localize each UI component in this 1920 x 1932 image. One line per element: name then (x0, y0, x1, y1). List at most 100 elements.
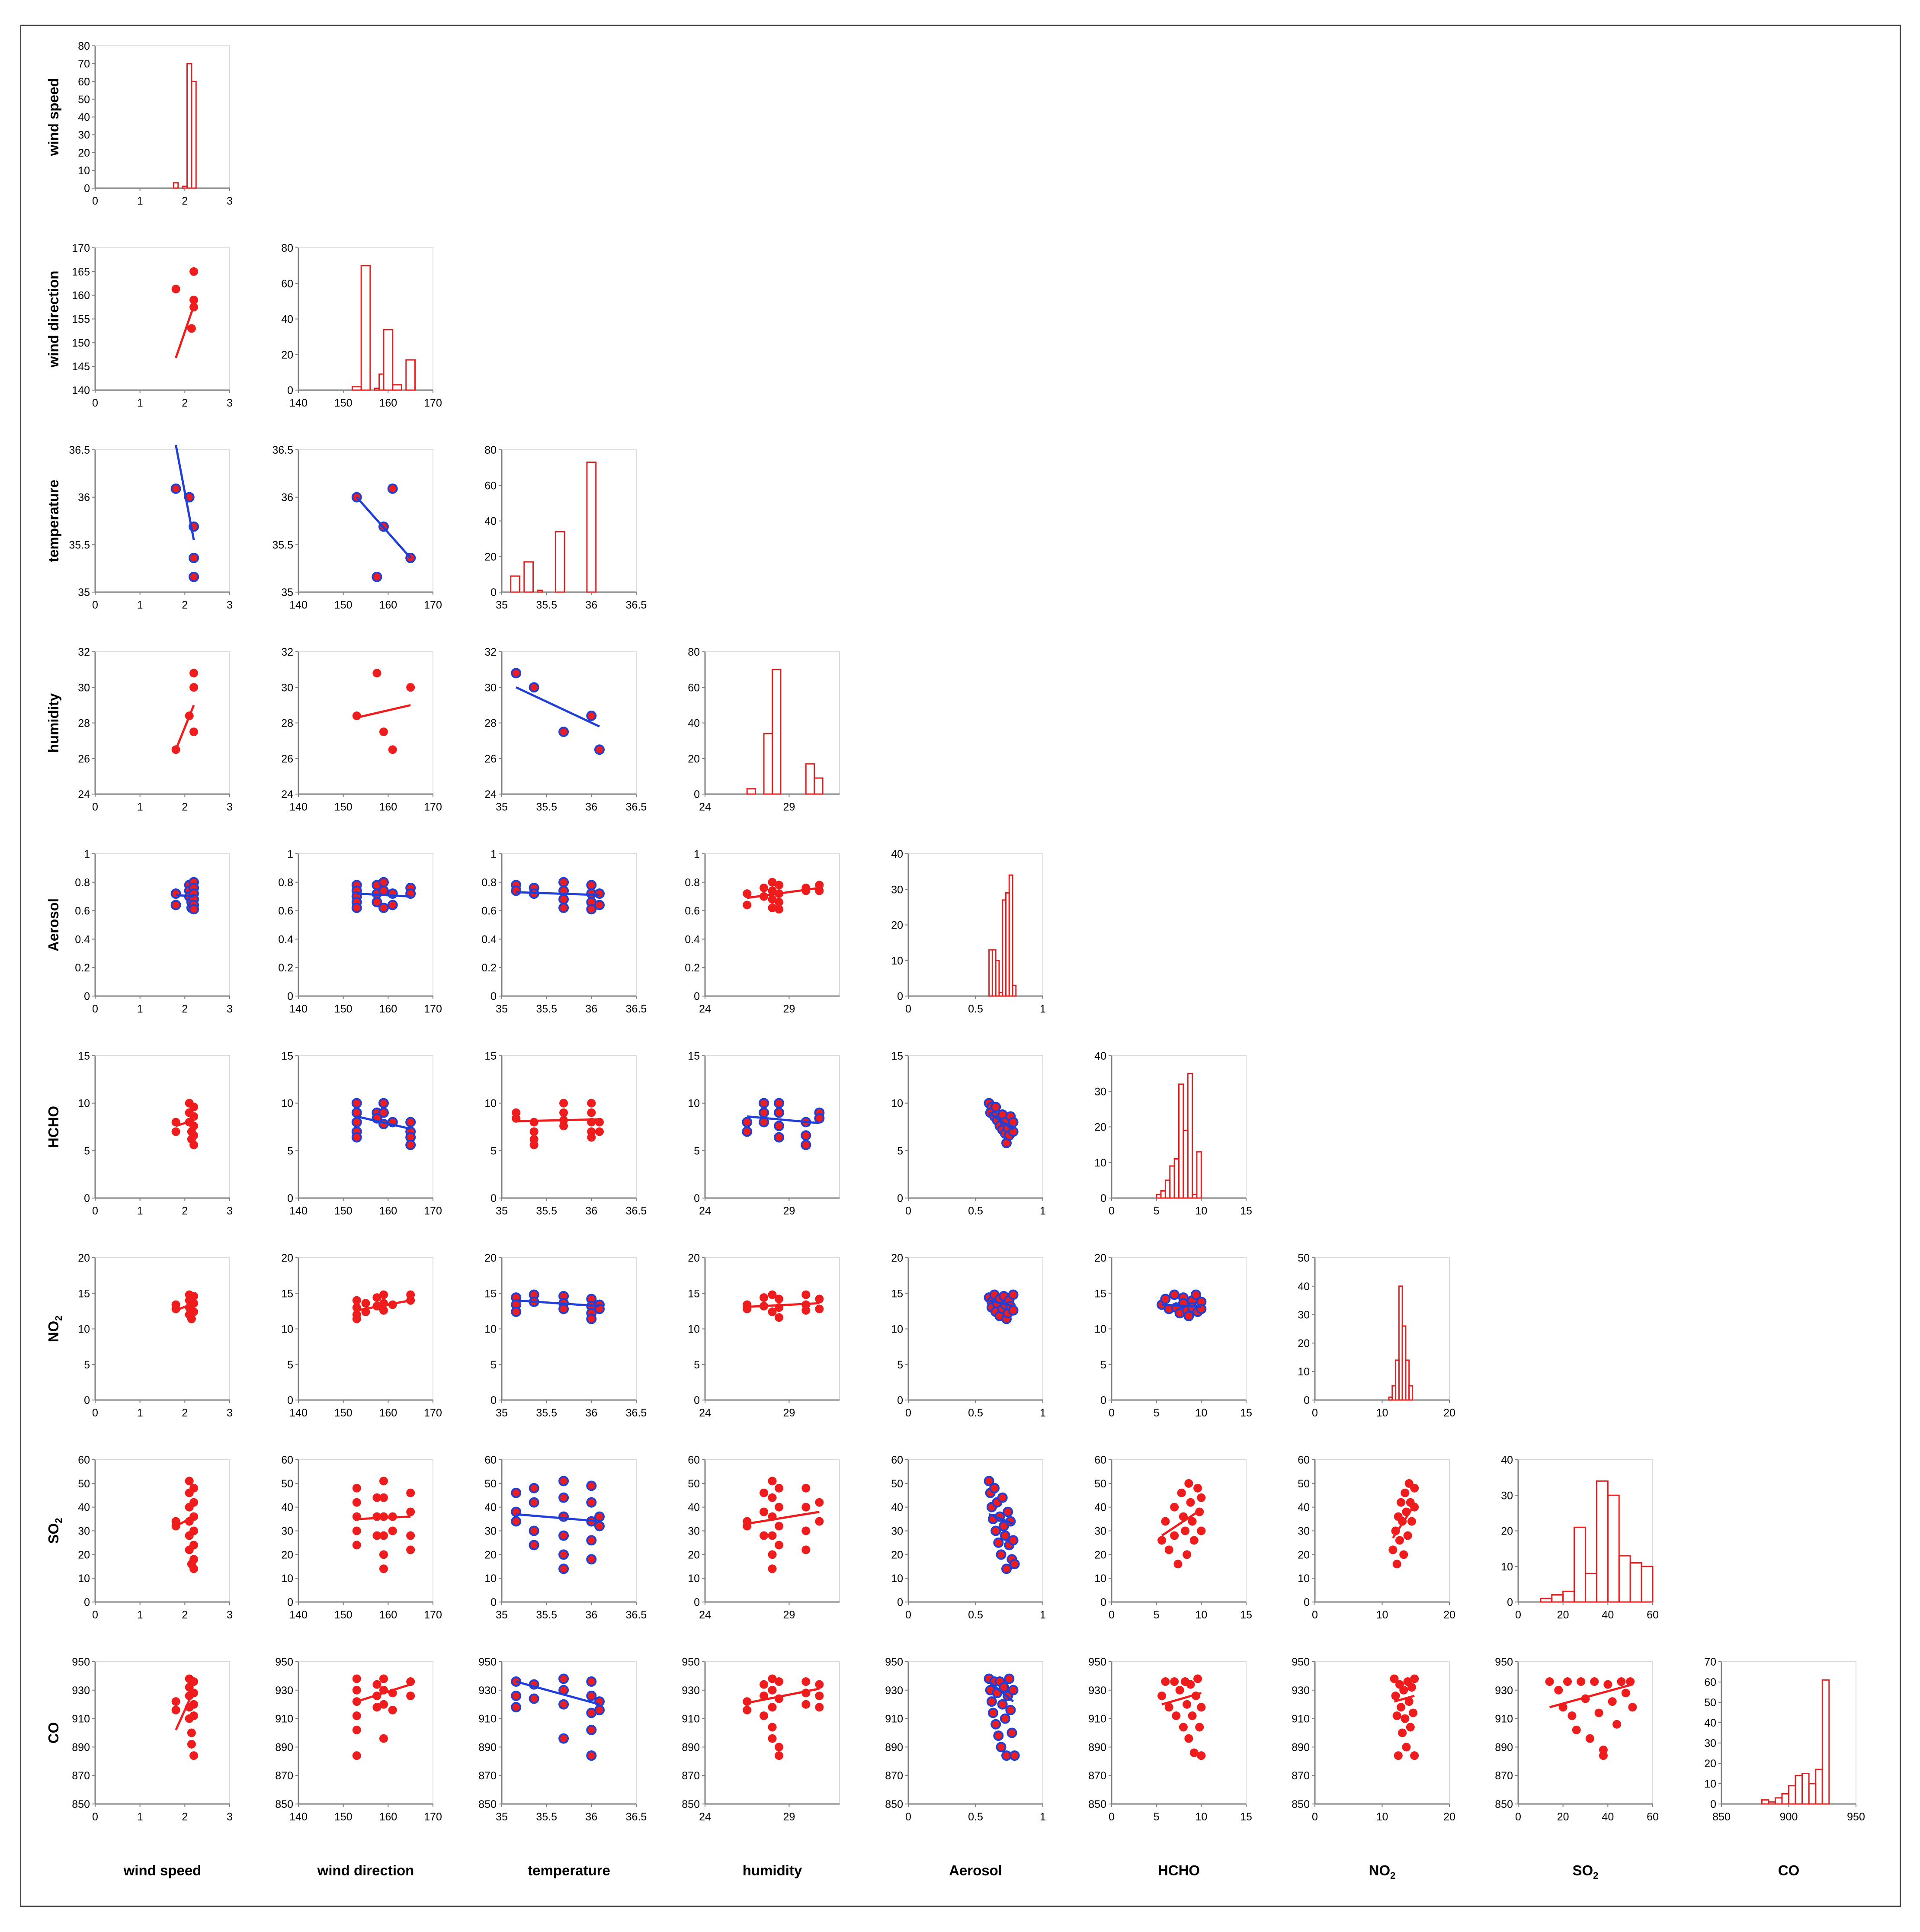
x-tick-label: 36.5 (626, 1205, 647, 1217)
data-point (529, 1540, 539, 1551)
data-point (774, 1107, 785, 1118)
data-point (1404, 1697, 1414, 1706)
trend-line (516, 686, 600, 727)
y-tick-label: 0 (1507, 1596, 1513, 1608)
data-point (406, 683, 415, 692)
data-point (743, 900, 752, 910)
y-tick-label: 40 (688, 1502, 700, 1514)
y-tick-label: 40 (78, 1502, 90, 1514)
trend-line (516, 891, 600, 896)
y-tick-label: 950 (72, 1656, 90, 1668)
data-point (1184, 1479, 1193, 1488)
x-tick-label: 0 (1515, 1811, 1521, 1823)
histogram-aerosol: 0 10 20 30 40 0 0.5 1 (891, 848, 1046, 1015)
data-point (1590, 1677, 1599, 1686)
data-point (379, 1306, 388, 1315)
y-tick-label: 10 (1298, 1366, 1310, 1378)
x-tick-label: 24 (699, 1609, 711, 1621)
scatter-aerosol-vs-wind-direction: 0 0.2 0.4 0.6 0.8 1 140 150 160 170 (278, 848, 442, 1015)
x-tick-label: 1 (137, 397, 143, 409)
data-point (189, 1121, 199, 1131)
y-tick-label: 15 (281, 1288, 293, 1300)
data-point (586, 1724, 597, 1735)
row-label-text: Aerosol (45, 898, 61, 952)
data-point (768, 1493, 777, 1502)
data-point (990, 1102, 1001, 1112)
data-point (768, 895, 777, 904)
histogram-bar (1815, 1769, 1823, 1805)
data-point (1409, 1708, 1418, 1717)
y-tick-label: 950 (478, 1656, 497, 1668)
x-tick-label: 36.5 (626, 1003, 647, 1015)
data-point (1392, 1560, 1401, 1569)
data-point (361, 1299, 370, 1308)
x-tick-label: 0.5 (968, 1205, 983, 1217)
histogram-bar (1788, 1785, 1796, 1805)
histogram-bar (1607, 1494, 1620, 1603)
y-tick-label: 850 (885, 1798, 903, 1810)
column-label-text: HCHO (1158, 1862, 1200, 1878)
trend-line (988, 1513, 1014, 1525)
scatter-co-vs-aerosol: 850 870 890 910 930 950 0 0.5 1 (885, 1656, 1046, 1823)
x-tick-label: 1 (137, 599, 143, 611)
plot-area (908, 853, 1043, 996)
column-label-wind-speed: wind speed (123, 1862, 202, 1878)
data-point (775, 897, 784, 907)
histogram-bar (1183, 1130, 1189, 1199)
data-point (768, 1564, 777, 1573)
x-tick-label: 29 (783, 1811, 795, 1823)
y-tick-label: 0 (287, 1596, 293, 1608)
y-tick-label: 20 (1094, 1121, 1106, 1134)
x-tick-label: 24 (699, 1003, 711, 1015)
data-point (815, 1703, 824, 1712)
data-point (743, 889, 752, 898)
data-point (775, 1503, 784, 1512)
x-tick-label: 10 (1376, 1407, 1388, 1419)
data-point (1008, 1305, 1019, 1316)
trend-line (175, 1119, 194, 1127)
scatter-no2-vs-wind-speed: 0 5 10 15 20 0 1 2 3 (78, 1252, 233, 1419)
y-tick-label: 5 (897, 1145, 903, 1157)
y-tick-label: 0 (1100, 1596, 1106, 1608)
data-point (189, 1307, 199, 1317)
y-tick-label: 930 (1495, 1685, 1513, 1697)
data-point (1621, 1688, 1630, 1698)
plot-area (298, 651, 433, 795)
y-tick-label: 0.8 (278, 877, 293, 889)
trend-line (176, 894, 194, 898)
data-point (189, 1526, 199, 1535)
data-point (984, 1476, 994, 1487)
data-point (406, 1691, 415, 1700)
x-tick-label: 1 (137, 1205, 143, 1217)
data-point (378, 1107, 389, 1118)
data-point (1004, 1673, 1015, 1684)
data-point (775, 1483, 784, 1493)
trend-line (356, 1683, 411, 1703)
data-point (1173, 1560, 1183, 1569)
histogram-bar (186, 63, 192, 189)
scatter-aerosol-vs-humidity: 0 0.2 0.4 0.6 0.8 1 24 29 (685, 848, 840, 1015)
x-tick-label: 35 (496, 1407, 508, 1419)
scatter-so2-vs-wind-speed: 0 10 20 30 40 50 60 0 1 2 3 (78, 1454, 233, 1621)
data-point (511, 885, 522, 896)
y-tick-label: 40 (1298, 1502, 1310, 1514)
data-point (1391, 1691, 1400, 1700)
y-tick-label: 870 (682, 1770, 700, 1782)
data-point (594, 1521, 605, 1532)
data-point (189, 553, 199, 564)
data-point (187, 1728, 196, 1737)
data-point (1005, 1705, 1016, 1715)
scatter-temperature-vs-wind-speed: 35 35.5 36 36.5 0 1 2 3 (69, 444, 233, 611)
y-tick-label: 5 (897, 1359, 903, 1371)
x-tick-label: 3 (227, 1811, 233, 1823)
data-point (997, 1699, 1008, 1710)
data-point (511, 668, 522, 679)
x-tick-label: 24 (699, 1205, 711, 1217)
data-point (189, 683, 199, 692)
y-tick-label: 930 (682, 1685, 700, 1697)
plot-area (908, 1459, 1043, 1602)
data-point (529, 1141, 538, 1150)
y-tick-label: 40 (1704, 1717, 1716, 1729)
trend-line (356, 1515, 411, 1520)
data-point (1410, 1674, 1419, 1683)
